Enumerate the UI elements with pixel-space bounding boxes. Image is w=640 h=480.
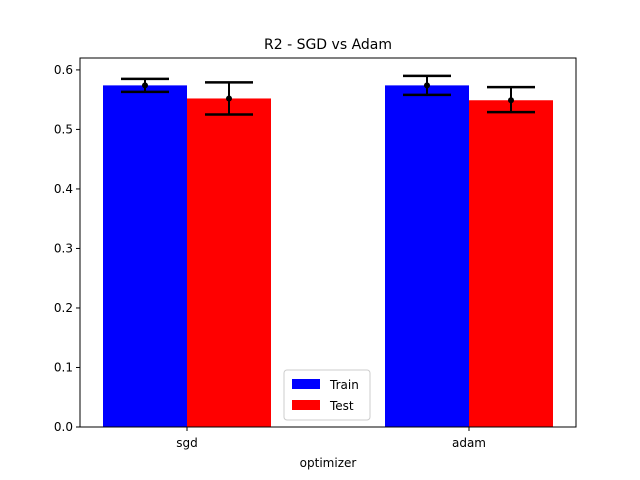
y-tick-label-2: 0.2 bbox=[54, 301, 73, 315]
legend-label-test: Test bbox=[329, 399, 354, 413]
bar-test-adam bbox=[469, 100, 553, 427]
x-tick-label-sgd: sgd bbox=[176, 436, 198, 450]
plot-frame bbox=[79, 57, 577, 428]
x-axis-label: optimizer bbox=[300, 456, 357, 470]
legend-swatch-test bbox=[292, 400, 320, 410]
chart-title: R2 - SGD vs Adam bbox=[264, 37, 392, 53]
x-axis: sgd adam bbox=[176, 427, 486, 450]
error-bar-test-adam-marker bbox=[508, 97, 514, 104]
bar-train-sgd bbox=[103, 85, 187, 428]
error-bar-train-adam-marker bbox=[424, 82, 430, 89]
legend-label-train: Train bbox=[329, 378, 359, 392]
y-axis: 0.0 0.1 0.2 0.3 0.4 0.5 0.6 bbox=[54, 63, 80, 434]
y-tick-label-1: 0.1 bbox=[54, 360, 73, 374]
error-bar-test-sgd-marker bbox=[226, 95, 232, 102]
plot-area bbox=[79, 57, 577, 428]
y-tick-label-4: 0.4 bbox=[54, 182, 73, 196]
legend: Train Test bbox=[283, 369, 371, 421]
x-tick-label-adam: adam bbox=[452, 436, 486, 450]
y-tick-label-5: 0.5 bbox=[54, 122, 73, 136]
bar-train-adam bbox=[385, 85, 469, 428]
legend-swatch-train bbox=[292, 379, 320, 389]
error-bar-train-sgd-marker bbox=[142, 82, 148, 89]
bar-test-sgd bbox=[187, 98, 271, 427]
y-tick-label-3: 0.3 bbox=[54, 241, 73, 255]
y-tick-label-6: 0.6 bbox=[54, 63, 73, 77]
y-tick-label-0: 0.0 bbox=[54, 420, 73, 434]
